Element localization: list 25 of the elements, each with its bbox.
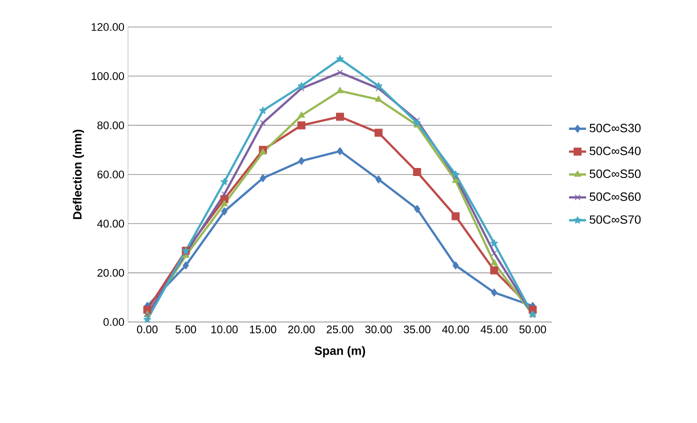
x-tick-label: 20.00 (288, 326, 315, 334)
legend-label: 50C∞S50 (590, 170, 641, 178)
legend-label: 50C∞S30 (590, 124, 641, 132)
y-tick-label: 40.00 (97, 220, 124, 228)
y-tick-label: 0.00 (103, 318, 124, 326)
x-tick-label: 45.00 (480, 326, 508, 334)
x-tick-label: 40.00 (442, 326, 469, 334)
y-axis-title: Deflection (mm) (72, 130, 84, 220)
x-tick-label: 0.00 (137, 326, 158, 334)
x-tick-label: 30.00 (365, 326, 392, 334)
x-tick-label: 25.00 (326, 326, 354, 334)
x-tick-label: 35.00 (404, 326, 430, 334)
y-tick-label: 60.00 (98, 170, 124, 178)
x-tick-label: 10.00 (211, 326, 238, 334)
x-tick-label: 15.00 (250, 326, 276, 334)
y-tick-label: 120.00 (92, 23, 124, 31)
legend-label: 50C∞S40 (590, 146, 641, 156)
y-tick-label: 100.00 (92, 72, 124, 80)
y-tick-label: 80.00 (97, 121, 124, 130)
x-tick-label: 5.00 (176, 326, 196, 334)
x-tick-label: 50.00 (519, 326, 546, 334)
legend-label: 50C∞S70 (590, 215, 641, 224)
legend-label: 50C∞S60 (590, 192, 641, 201)
x-axis-title: Span (m) (314, 346, 366, 358)
y-tick-label: 20.00 (98, 268, 124, 277)
